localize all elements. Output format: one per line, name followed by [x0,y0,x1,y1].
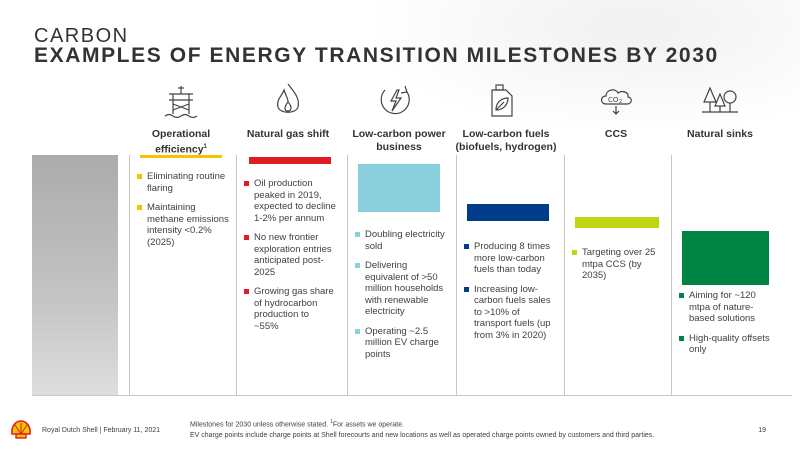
column-low-carbon-fuels: Producing 8 times more low-carbon fuels … [456,155,559,395]
bullet-marker [137,174,142,179]
milestone-bar [575,217,659,228]
footnote: Milestones for 2030 unless otherwise sta… [190,419,655,440]
bullet-marker [679,293,684,298]
heading-low-carbon-fuels: Low-carbon fuels (biofuels, hydrogen) [455,128,557,153]
heading-ccs: CCS [604,128,628,140]
baseline-emissions-bar [32,155,118,395]
milestone-list: Oil production peaked in 2019, expected … [244,178,336,340]
bullet-marker [464,244,469,249]
bullet-marker [355,328,360,334]
list-item: Increasing low-carbon fuels sales to >10… [464,284,558,342]
fuel-can-leaf-icon [482,80,522,120]
heading-operational-efficiency: Operational efficiency1 [151,128,211,156]
offshore-platform-icon [161,80,201,120]
bullet-marker [355,263,360,268]
list-item: Operating ~2.5 million EV charge points [355,326,449,361]
milestone-bar [358,164,440,212]
list-item: Aiming for ~120 mtpa of nature-based sol… [679,290,773,325]
bullet-marker [679,335,684,341]
column-ccs: Targeting over 25 mtpa CCS (by 2035) [564,155,667,395]
list-item: Doubling electricity sold [355,229,449,252]
column-natural-gas-shift: Oil production peaked in 2019, expected … [236,155,339,395]
baseline-divider [32,395,792,396]
svg-text:CO: CO [608,96,619,104]
power-globe-icon [375,80,415,120]
co2-cloud-icon: CO 2 [596,80,636,120]
list-item: Producing 8 times more low-carbon fuels … [464,241,558,276]
bullet-marker [572,250,577,255]
section-kicker: CARBON [34,25,129,47]
milestone-list: Aiming for ~120 mtpa of nature-based sol… [679,290,773,364]
bullet-marker [355,232,360,237]
milestone-list: Targeting over 25 mtpa CCS (by 2035) [572,247,666,290]
heading-natural-gas-shift: Natural gas shift [246,128,330,140]
page-number: 19 [758,427,766,434]
bullet-marker [137,205,142,210]
milestone-list: Doubling electricity sold Delivering equ… [355,229,449,368]
column-natural-sinks: Aiming for ~120 mtpa of nature-based sol… [671,155,774,395]
heading-natural-sinks: Natural sinks [687,128,753,140]
shell-pecten-logo [10,420,32,440]
bullet-marker [464,286,469,292]
page-title: EXAMPLES OF ENERGY TRANSITION MILESTONES… [34,44,719,67]
milestone-bar [249,157,331,164]
trees-icon [700,80,740,120]
list-item: High-quality offsets only [679,333,773,356]
flame-icon [268,80,308,120]
heading-low-carbon-power: Low-carbon power business [352,128,446,153]
milestone-bar [467,204,549,221]
list-item: Targeting over 25 mtpa CCS (by 2035) [572,247,666,282]
bullet-marker [244,181,249,186]
milestone-list: Producing 8 times more low-carbon fuels … [464,241,558,349]
list-item: Growing gas share of hydrocarbon product… [244,286,336,332]
svg-text:2: 2 [619,99,622,105]
list-item: Delivering equivalent of >50 million hou… [355,260,449,318]
column-low-carbon-power: Doubling electricity sold Delivering equ… [347,155,450,395]
list-item: Oil production peaked in 2019, expected … [244,178,336,224]
bullet-marker [244,289,249,294]
milestone-bar [682,231,769,285]
footer-company-date: Royal Dutch Shell | February 11, 2021 [42,427,161,434]
list-item: Maintaining methane emissions intensity … [137,202,229,248]
column-operational-efficiency: Eliminating routine flaring Maintaining … [129,155,232,395]
list-item: No new frontier exploration entries anti… [244,232,336,278]
milestone-list: Eliminating routine flaring Maintaining … [137,171,229,256]
milestone-bar [140,155,222,158]
bullet-marker [244,235,249,240]
list-item: Eliminating routine flaring [137,171,229,194]
